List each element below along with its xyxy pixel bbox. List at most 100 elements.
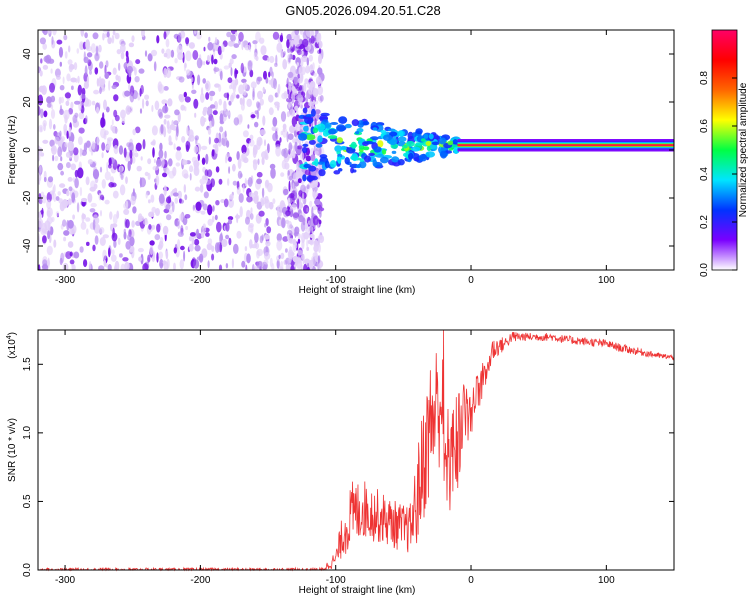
noise-speckle (247, 124, 250, 129)
noise-speckle (85, 115, 88, 125)
noise-speckle (155, 208, 160, 216)
noise-speckle (237, 158, 242, 170)
noise-speckle (231, 258, 234, 269)
noise-speckle (235, 214, 241, 219)
snr-y-tick-label: 1.5 (22, 357, 33, 371)
noise-speckle (174, 58, 178, 64)
noise-speckle (261, 187, 265, 198)
noise-speckle (85, 217, 91, 222)
snr-y-multiplier: (x104) (6, 332, 18, 359)
noise-speckle (163, 67, 168, 78)
noise-speckle (159, 262, 164, 267)
noise-speckle (38, 124, 44, 133)
noise-speckle (204, 179, 212, 185)
noise-speckle (46, 216, 53, 225)
noise-speckle (126, 55, 130, 64)
noise-speckle (142, 98, 145, 109)
snr-series-line (37, 329, 675, 572)
noise-speckle (201, 175, 208, 180)
noise-speckle (287, 233, 290, 241)
noise-speckle (38, 218, 44, 228)
noise-speckle (298, 190, 303, 197)
transition-blob (372, 127, 378, 131)
noise-speckle (248, 192, 253, 197)
noise-speckle (172, 166, 177, 177)
noise-speckle (116, 210, 120, 219)
noise-speckle (108, 163, 112, 169)
noise-speckle (294, 190, 297, 199)
noise-speckle (91, 141, 96, 150)
noise-speckle (300, 73, 304, 80)
noise-speckle (113, 144, 119, 155)
transition-blob (372, 159, 378, 167)
noise-speckle (280, 252, 285, 260)
noise-speckle (229, 58, 234, 65)
noise-speckle (164, 114, 171, 119)
noise-speckle (150, 194, 155, 203)
noise-speckle (166, 214, 172, 221)
noise-speckle (177, 190, 182, 199)
noise-speckle (276, 239, 283, 251)
noise-speckle (249, 134, 254, 140)
noise-speckle (296, 148, 302, 155)
snr-x-tick-label: -300 (55, 575, 75, 586)
spectrogram-y-tick-label: 20 (22, 96, 33, 108)
noise-speckle (99, 194, 105, 201)
transition-blob (325, 122, 332, 129)
svg-text:(x104): (x104) (6, 332, 18, 359)
noise-speckle (200, 116, 206, 127)
transition-blob (415, 142, 423, 146)
noise-speckle (73, 251, 80, 259)
noise-speckle (66, 73, 71, 82)
noise-speckle (261, 157, 265, 166)
noise-speckle (168, 209, 173, 215)
noise-speckle (39, 37, 47, 45)
noise-speckle (166, 196, 172, 204)
noise-speckle (245, 216, 250, 225)
noise-speckle (179, 197, 182, 204)
noise-speckle (174, 109, 180, 116)
noise-speckle (132, 188, 135, 197)
transition-blob (380, 130, 387, 134)
noise-speckle (258, 210, 265, 217)
transition-blob (328, 128, 337, 135)
noise-speckle (272, 132, 279, 142)
spectrogram-image (38, 30, 674, 270)
noise-speckle (232, 83, 236, 94)
colorbar-tick-label: 0.4 (699, 167, 710, 181)
noise-speckle (313, 72, 317, 77)
noise-speckle (148, 211, 155, 218)
noise-speckle (255, 55, 259, 62)
noise-speckle (59, 183, 66, 188)
noise-speckle (47, 257, 50, 269)
noise-speckle (157, 244, 163, 251)
noise-speckle (107, 37, 112, 45)
transition-blob (302, 174, 307, 182)
noise-speckle (191, 236, 195, 246)
noise-speckle (117, 237, 121, 245)
noise-speckle (211, 117, 215, 127)
noise-speckle (242, 184, 245, 193)
noise-speckle (286, 131, 289, 143)
noise-speckle (298, 202, 304, 209)
noise-speckle (289, 109, 296, 117)
noise-speckle (214, 137, 220, 144)
figure-title: GN05.2026.094.20.51.C28 (285, 3, 440, 18)
noise-speckle (193, 98, 199, 109)
noise-speckle (257, 158, 260, 165)
noise-speckle (41, 264, 49, 269)
noise-speckle (158, 84, 165, 94)
noise-speckle (293, 105, 299, 111)
noise-speckle (86, 76, 89, 85)
transition-blob (350, 141, 357, 149)
noise-speckle (170, 49, 175, 58)
noise-speckle (292, 241, 297, 253)
transition-blob (406, 140, 415, 147)
noise-speckle (47, 176, 54, 183)
noise-speckle (315, 76, 322, 85)
noise-speckle (259, 129, 266, 136)
transition-blob (425, 141, 432, 146)
noise-speckle (299, 152, 305, 160)
noise-speckle (108, 182, 115, 188)
transition-blob (401, 144, 408, 149)
